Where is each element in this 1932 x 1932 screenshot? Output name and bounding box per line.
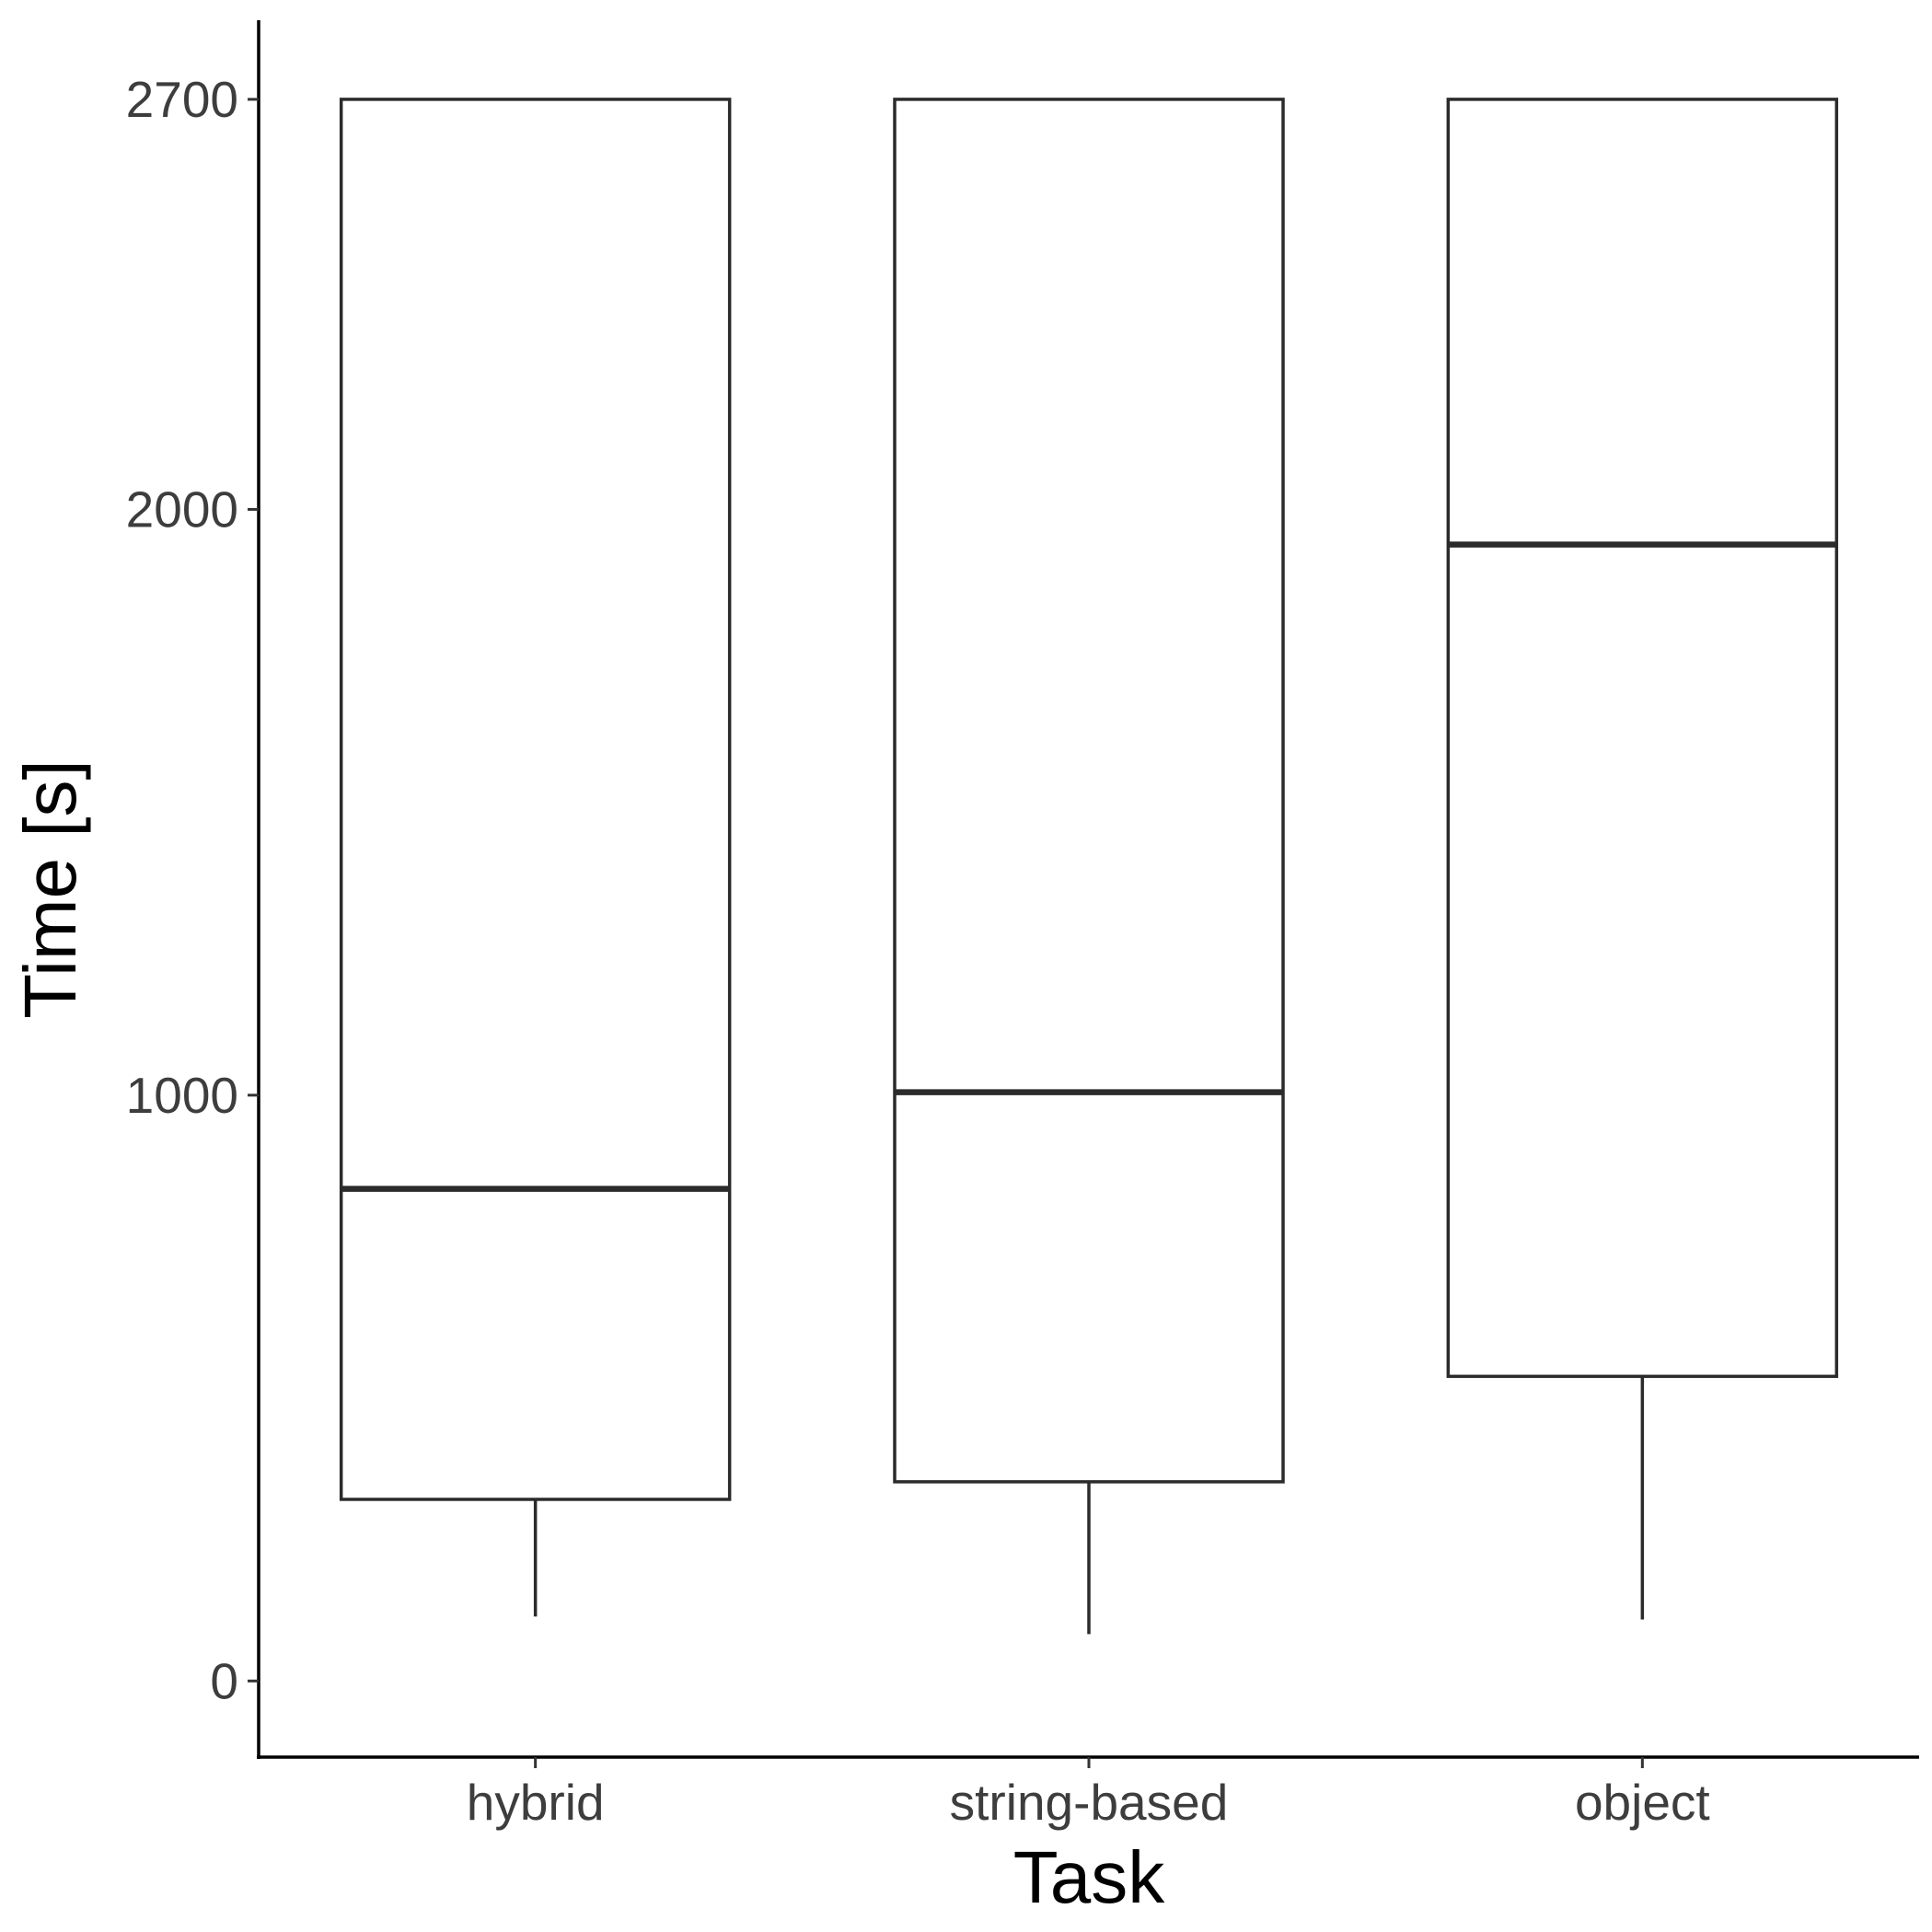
y-tick-label: 0 bbox=[210, 1652, 238, 1709]
y-tick-label: 2700 bbox=[126, 71, 238, 128]
boxes-group bbox=[339, 98, 1839, 1635]
box-hybrid bbox=[339, 98, 732, 1617]
box-rect bbox=[339, 98, 732, 1501]
y-ticks-group: 0 1000 2000 2700 bbox=[126, 71, 259, 1709]
y-tick-label: 2000 bbox=[126, 480, 238, 538]
y-tick-label: 1000 bbox=[126, 1067, 238, 1124]
y-axis-title: Time [s] bbox=[9, 759, 91, 1018]
x-tick-label: hybrid bbox=[467, 1774, 605, 1831]
x-axis-title: Task bbox=[1013, 1836, 1165, 1918]
x-ticks-group: hybrid string-based object bbox=[467, 1757, 1710, 1831]
box-object bbox=[1446, 98, 1839, 1620]
x-tick-label: string-based bbox=[950, 1774, 1229, 1831]
box-string-based bbox=[893, 98, 1285, 1635]
x-tick-label: object bbox=[1575, 1774, 1710, 1831]
box-rect bbox=[1446, 98, 1839, 1379]
box-rect bbox=[893, 98, 1285, 1484]
